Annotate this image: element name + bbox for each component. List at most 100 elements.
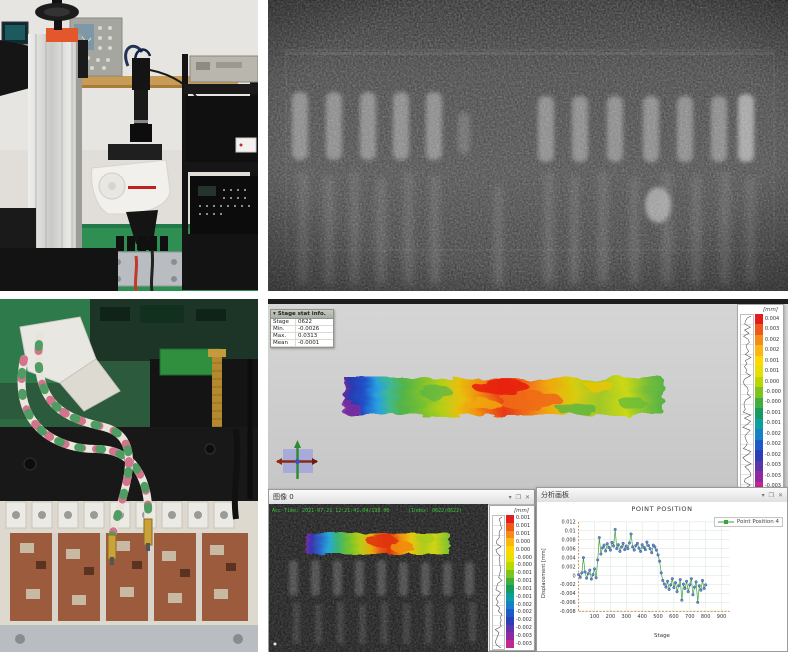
main-colorbar: [mm] 0.004 0.003 0.002 0.002 0.001 0.001 0.000… bbox=[737, 304, 784, 495]
restore-icon[interactable]: ❐ bbox=[515, 493, 521, 501]
svg-text:500: 500 bbox=[653, 614, 662, 620]
svg-text:800: 800 bbox=[701, 614, 710, 620]
colorbar-row: 0.004 bbox=[754, 314, 781, 325]
svg-text:100: 100 bbox=[590, 614, 599, 620]
image-colorbar: [mm] 0.001 0.001 0.001 0.000 0.000 -0.000 -0.0… bbox=[489, 505, 535, 651]
svg-text:-0.006: -0.006 bbox=[560, 600, 576, 606]
colorbar-row: -0.001 bbox=[505, 569, 532, 578]
axis-triad-icon bbox=[276, 440, 318, 479]
stat-value: 0.0313 bbox=[298, 333, 318, 339]
frame-index-text: (Index: 0622/0622) bbox=[408, 508, 463, 514]
image-window-title: 图像 0 bbox=[273, 493, 294, 501]
colorbar-row: -0.003 bbox=[505, 632, 532, 641]
colorbar-row: -0.000 bbox=[505, 561, 532, 570]
colorbar-cell bbox=[505, 515, 514, 523]
colorbar-tick-label: -0.000 bbox=[515, 554, 532, 561]
module-probe-photo bbox=[0, 299, 258, 652]
colorbar-row: 0.001 bbox=[754, 366, 781, 377]
stat-label: Mean bbox=[271, 340, 296, 346]
colorbar-tick-label: -0.001 bbox=[515, 585, 532, 592]
module-probe-illustration bbox=[0, 299, 258, 652]
table-row: Min. -0.0026 bbox=[271, 326, 333, 333]
minimize-icon[interactable]: ▾ bbox=[508, 493, 512, 501]
colorbar-row: 0.002 bbox=[754, 345, 781, 356]
table-row: Mean -0.0001 bbox=[271, 340, 333, 347]
microscope-head bbox=[91, 159, 171, 250]
camera-image bbox=[269, 504, 488, 652]
viewport-top-edge bbox=[268, 299, 788, 304]
colorbar-tick-label: 0.002 bbox=[764, 336, 780, 343]
svg-text:700: 700 bbox=[685, 614, 694, 620]
colorbar-row: -0.000 bbox=[505, 554, 532, 562]
colorbar-tick-label: 0.000 bbox=[515, 538, 531, 545]
colorbar-tick-label: -0.003 bbox=[515, 632, 532, 639]
panel-collapse-icon[interactable]: ▾ bbox=[273, 311, 276, 317]
colorbar-cell bbox=[754, 429, 763, 440]
point-position-chart: POINT POSITION 0.012 0.01 0.008 0.006 0.004 0… bbox=[537, 502, 787, 651]
minimize-icon[interactable]: ▾ bbox=[761, 491, 765, 499]
legend-label: Point Position 4 bbox=[736, 519, 779, 525]
colorbar-row: -0.001 bbox=[754, 418, 781, 430]
colorbar-row: -0.002 bbox=[505, 608, 532, 617]
colorbar-cell bbox=[754, 471, 763, 482]
svg-text:-0.002: -0.002 bbox=[560, 582, 576, 588]
camera-image-view[interactable]: Acc Time: 2021-07-21 12:21:41.04/198.00 … bbox=[269, 504, 488, 652]
image-window: 图像 0 ▾ ❐ ✕ bbox=[268, 489, 535, 652]
stage-stat-panel: ▾ Stage stat info. Stage 0622 Min. -0.00… bbox=[270, 309, 334, 348]
legend-marker-icon bbox=[717, 520, 734, 524]
dic-software-panel: ▾ Stage stat info. Stage 0622 Min. -0.00… bbox=[268, 299, 788, 652]
colorbar-cell bbox=[505, 616, 514, 625]
colorbar-cell bbox=[505, 632, 514, 641]
instrument-rack bbox=[182, 54, 258, 290]
svg-text:0.012: 0.012 bbox=[562, 520, 576, 526]
chart-plot-area: 0.012 0.01 0.008 0.006 0.004 0.002 0 -0.002 -0.0… bbox=[560, 520, 730, 620]
colorbar-cell bbox=[754, 481, 763, 492]
stage-stat-header[interactable]: ▾ Stage stat info. bbox=[271, 310, 333, 319]
probe-cables bbox=[17, 331, 153, 541]
colorbar-cell bbox=[754, 376, 763, 388]
y-axis-label: Displacement [mm] bbox=[541, 548, 547, 598]
colorbar-cell bbox=[505, 538, 514, 547]
colorbar-histogram bbox=[492, 515, 505, 650]
table-row: Max. 0.0313 bbox=[271, 333, 333, 340]
colorbar-tick-label: -0.002 bbox=[764, 430, 781, 437]
colorbar-row: -0.001 bbox=[505, 577, 532, 586]
svg-text:400: 400 bbox=[637, 614, 646, 620]
svg-text:0.002: 0.002 bbox=[562, 564, 576, 570]
restore-icon[interactable]: ❐ bbox=[768, 491, 774, 499]
colorbar-row: 0.001 bbox=[754, 355, 781, 367]
colorbar-tick-label: 0.001 bbox=[515, 523, 531, 530]
svg-text:0.01: 0.01 bbox=[565, 529, 576, 535]
lab-setup-photo bbox=[0, 0, 258, 291]
svg-text:-0.008: -0.008 bbox=[560, 609, 576, 615]
close-icon[interactable]: ✕ bbox=[777, 491, 783, 499]
stat-label: Min. bbox=[271, 326, 296, 332]
colorbar-tick-label: 0.003 bbox=[764, 326, 780, 333]
colorbar-row: 0.001 bbox=[505, 522, 532, 531]
colorbar-cell bbox=[505, 585, 514, 594]
colorbar-cell bbox=[754, 314, 763, 325]
colorbar-histogram bbox=[740, 314, 754, 494]
colorbar-row: -0.000 bbox=[754, 397, 781, 409]
colorbar-row: -0.001 bbox=[505, 593, 532, 602]
colorbar-scale: 0.004 0.003 0.002 0.002 0.001 0.001 0.000 -0.00… bbox=[754, 314, 781, 492]
stat-value: -0.0026 bbox=[298, 326, 320, 332]
colorbar-tick-label: -0.002 bbox=[515, 609, 532, 616]
linear-stage-column bbox=[28, 28, 82, 282]
colorbar-row: 0.000 bbox=[754, 376, 781, 388]
colorbar-cell bbox=[754, 334, 763, 346]
colorbar-row: -0.003 bbox=[754, 481, 781, 492]
svg-text:0.008: 0.008 bbox=[562, 538, 576, 544]
svg-text:0.006: 0.006 bbox=[562, 546, 576, 552]
colorbar-row: 0.000 bbox=[505, 546, 532, 555]
colorbar-row: 0.001 bbox=[505, 530, 532, 539]
stat-value: -0.0001 bbox=[298, 340, 320, 346]
legend[interactable]: Point Position 4 bbox=[713, 517, 783, 527]
colorbar-cell bbox=[505, 522, 514, 531]
acquisition-time-text: Acc Time: 2021-07-21 12:21:41.04/198.00 bbox=[272, 508, 390, 514]
close-icon[interactable]: ✕ bbox=[524, 493, 530, 501]
colorbar-row: -0.002 bbox=[754, 450, 781, 461]
probes bbox=[107, 518, 153, 565]
svg-text:0: 0 bbox=[573, 573, 576, 579]
colorbar-unit: [mm] bbox=[762, 307, 778, 313]
